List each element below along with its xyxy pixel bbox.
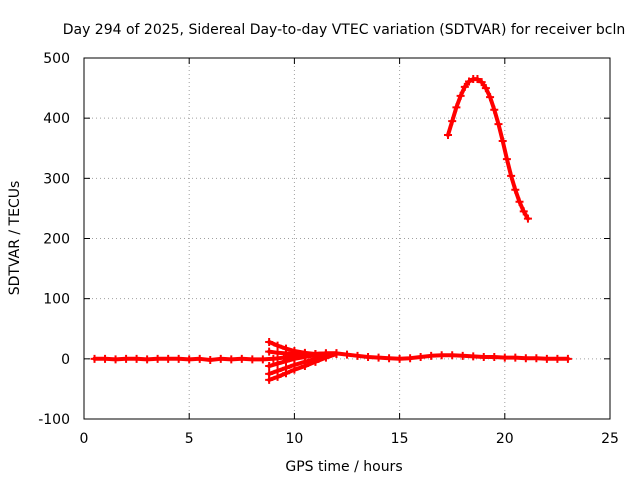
data-point (437, 351, 446, 360)
data-point (248, 355, 257, 364)
data-point (321, 353, 330, 362)
data-point (502, 155, 511, 164)
data-point (195, 354, 204, 363)
grid (84, 58, 610, 419)
data-point (122, 354, 131, 363)
data-point (511, 185, 520, 194)
data-point (481, 84, 490, 93)
data-point (477, 78, 486, 87)
data-point (465, 77, 474, 86)
data-point (281, 349, 290, 358)
data-point (519, 207, 528, 216)
plot-frame (83, 57, 611, 420)
data-point (185, 355, 194, 364)
data-point (206, 356, 215, 365)
data-point (374, 353, 383, 362)
data-point (448, 351, 457, 360)
data-point (265, 337, 274, 346)
data-point (353, 351, 362, 360)
data-point (216, 354, 225, 363)
series-arc (443, 75, 532, 223)
data-point (364, 353, 373, 362)
data-point (563, 354, 572, 363)
data-point (500, 353, 509, 362)
data-point (553, 354, 562, 363)
data-point (473, 75, 482, 84)
data-point (448, 117, 457, 126)
data-point (332, 350, 341, 359)
series-fan-5 (265, 350, 341, 384)
data-point (90, 354, 99, 363)
x-axis-label: GPS time / hours (285, 459, 402, 475)
data-point (269, 354, 278, 363)
data-point (273, 372, 282, 381)
data-point (265, 362, 274, 371)
data-point (265, 347, 274, 356)
y-axis-label: SDTVAR / TECUs (7, 181, 23, 296)
data-point (443, 131, 452, 140)
data-point (385, 354, 394, 363)
tick-marks (83, 57, 611, 420)
y-tick-label: 300 (43, 171, 70, 187)
x-tick-label: 25 (601, 431, 619, 447)
data-point (532, 354, 541, 363)
data-point (406, 354, 415, 363)
y-tick-label: 400 (43, 111, 70, 127)
data-point (101, 354, 110, 363)
data-point (273, 359, 282, 368)
data-point (164, 354, 173, 363)
y-tick-label: -100 (38, 412, 70, 428)
x-tick-label: 20 (496, 431, 514, 447)
data-point (490, 105, 499, 114)
y-tick-label: 500 (43, 51, 70, 67)
data-point (273, 341, 282, 350)
x-tick-label: 0 (80, 431, 89, 447)
data-point (290, 365, 299, 374)
data-point (227, 355, 236, 364)
y-tick-label: 0 (61, 352, 70, 368)
data-point (479, 353, 488, 362)
data-point (258, 355, 267, 364)
data-point (143, 355, 152, 364)
data-point (458, 351, 467, 360)
data-point (153, 354, 162, 363)
data-point (174, 354, 183, 363)
data-series (90, 75, 572, 384)
series-line (446, 77, 530, 221)
data-point (237, 354, 246, 363)
data-point (523, 214, 532, 223)
data-point (281, 369, 290, 378)
data-point (311, 357, 320, 366)
data-point (416, 353, 425, 362)
data-point (132, 354, 141, 363)
x-tick-label: 10 (285, 431, 303, 447)
data-point (343, 350, 351, 359)
data-point (469, 352, 478, 361)
data-point (111, 355, 120, 364)
data-point (521, 354, 530, 363)
data-point (494, 120, 503, 129)
data-point (486, 93, 495, 102)
data-point (490, 353, 499, 362)
data-point (498, 137, 507, 146)
x-tick-label: 5 (185, 431, 194, 447)
data-point (542, 354, 551, 363)
data-point (395, 354, 404, 363)
chart-title: Day 294 of 2025, Sidereal Day-to-day VTE… (63, 22, 626, 38)
data-point (515, 197, 524, 206)
data-point (460, 82, 469, 91)
data-point (507, 171, 516, 180)
tick-labels: 0 5 10 15 20 25 -100 0 100 200 300 400 500 (38, 51, 619, 447)
data-point (427, 351, 436, 360)
data-point (300, 362, 309, 371)
data-point (511, 353, 520, 362)
y-tick-label: 200 (43, 232, 70, 248)
data-point (273, 348, 282, 357)
data-point (456, 91, 465, 100)
data-point (452, 103, 461, 112)
x-tick-label: 15 (391, 431, 409, 447)
data-point (265, 375, 274, 384)
y-tick-label: 100 (43, 292, 70, 308)
